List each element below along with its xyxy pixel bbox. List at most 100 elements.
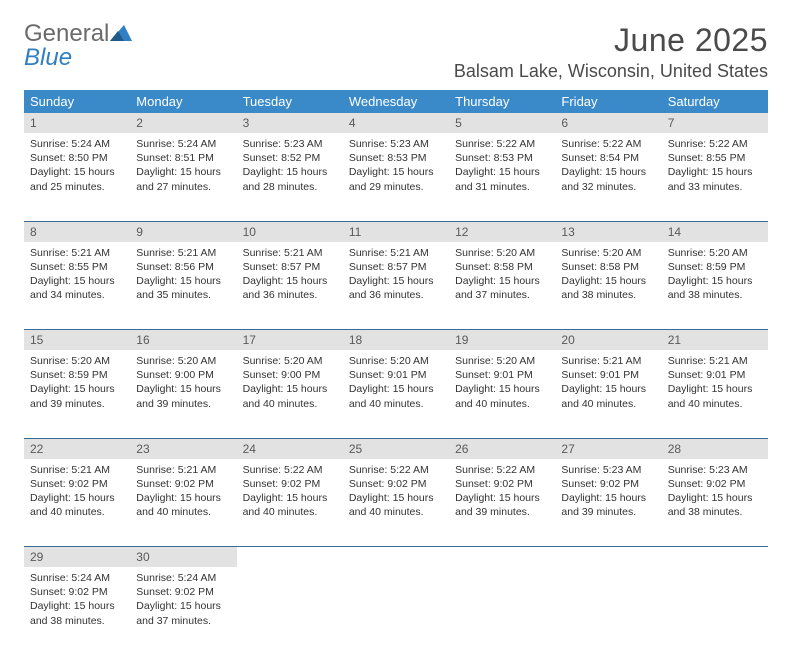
- day-info-cell: Sunrise: 5:22 AMSunset: 9:02 PMDaylight:…: [449, 459, 555, 547]
- day-number-cell: 7: [662, 113, 768, 133]
- day-info-cell: Sunrise: 5:24 AMSunset: 8:51 PMDaylight:…: [130, 133, 236, 221]
- sunset-text: Sunset: 8:59 PM: [668, 260, 762, 274]
- weekday-header: Friday: [555, 90, 661, 113]
- day-number-cell: 25: [343, 438, 449, 459]
- daylight-text: Daylight: 15 hours and 32 minutes.: [561, 165, 655, 193]
- title-block: June 2025 Balsam Lake, Wisconsin, United…: [454, 22, 768, 82]
- day-number-cell: 29: [24, 547, 130, 568]
- sunrise-text: Sunrise: 5:23 AM: [349, 137, 443, 151]
- weekday-header: Sunday: [24, 90, 130, 113]
- day-number-cell: 15: [24, 330, 130, 351]
- day-info-cell: Sunrise: 5:20 AMSunset: 9:00 PMDaylight:…: [130, 350, 236, 438]
- sunrise-text: Sunrise: 5:20 AM: [30, 354, 124, 368]
- day-info-cell: Sunrise: 5:20 AMSunset: 8:58 PMDaylight:…: [449, 242, 555, 330]
- day-info-cell: Sunrise: 5:21 AMSunset: 8:55 PMDaylight:…: [24, 242, 130, 330]
- sunrise-text: Sunrise: 5:24 AM: [30, 571, 124, 585]
- day-info-cell: Sunrise: 5:21 AMSunset: 9:01 PMDaylight:…: [662, 350, 768, 438]
- daylight-text: Daylight: 15 hours and 36 minutes.: [243, 274, 337, 302]
- day-number-cell: [343, 547, 449, 568]
- daylight-text: Daylight: 15 hours and 27 minutes.: [136, 165, 230, 193]
- daylight-text: Daylight: 15 hours and 40 minutes.: [455, 382, 549, 410]
- day-number-cell: 19: [449, 330, 555, 351]
- sunset-text: Sunset: 8:55 PM: [668, 151, 762, 165]
- daylight-text: Daylight: 15 hours and 40 minutes.: [561, 382, 655, 410]
- day-number-row: 22232425262728: [24, 438, 768, 459]
- sunrise-text: Sunrise: 5:20 AM: [349, 354, 443, 368]
- sunset-text: Sunset: 9:01 PM: [455, 368, 549, 382]
- sunset-text: Sunset: 9:02 PM: [561, 477, 655, 491]
- sunrise-text: Sunrise: 5:20 AM: [561, 246, 655, 260]
- day-number-cell: 1: [24, 113, 130, 133]
- sunrise-text: Sunrise: 5:20 AM: [243, 354, 337, 368]
- sunset-text: Sunset: 8:59 PM: [30, 368, 124, 382]
- day-number-cell: 18: [343, 330, 449, 351]
- brand-name-gray: General: [24, 20, 109, 47]
- day-info-cell: Sunrise: 5:20 AMSunset: 8:59 PMDaylight:…: [24, 350, 130, 438]
- day-info-cell: Sunrise: 5:20 AMSunset: 8:58 PMDaylight:…: [555, 242, 661, 330]
- day-info-cell: Sunrise: 5:21 AMSunset: 9:01 PMDaylight:…: [555, 350, 661, 438]
- sunset-text: Sunset: 8:53 PM: [349, 151, 443, 165]
- sunset-text: Sunset: 8:58 PM: [561, 260, 655, 274]
- sunset-text: Sunset: 8:52 PM: [243, 151, 337, 165]
- day-info-cell: Sunrise: 5:22 AMSunset: 8:54 PMDaylight:…: [555, 133, 661, 221]
- day-number-cell: 24: [237, 438, 343, 459]
- day-number-cell: 17: [237, 330, 343, 351]
- day-number-cell: 28: [662, 438, 768, 459]
- sunset-text: Sunset: 8:53 PM: [455, 151, 549, 165]
- sunset-text: Sunset: 9:02 PM: [349, 477, 443, 491]
- day-info-cell: Sunrise: 5:24 AMSunset: 8:50 PMDaylight:…: [24, 133, 130, 221]
- day-number-cell: 22: [24, 438, 130, 459]
- day-info-cell: [237, 567, 343, 655]
- daylight-text: Daylight: 15 hours and 40 minutes.: [243, 491, 337, 519]
- daylight-text: Daylight: 15 hours and 39 minutes.: [30, 382, 124, 410]
- sunrise-text: Sunrise: 5:24 AM: [30, 137, 124, 151]
- day-number-cell: 3: [237, 113, 343, 133]
- day-number-cell: 8: [24, 221, 130, 242]
- day-info-cell: Sunrise: 5:22 AMSunset: 8:55 PMDaylight:…: [662, 133, 768, 221]
- sunrise-text: Sunrise: 5:21 AM: [561, 354, 655, 368]
- day-number-cell: 13: [555, 221, 661, 242]
- sunrise-text: Sunrise: 5:20 AM: [136, 354, 230, 368]
- sunrise-text: Sunrise: 5:23 AM: [561, 463, 655, 477]
- weekday-header: Monday: [130, 90, 236, 113]
- day-number-row: 2930: [24, 547, 768, 568]
- sunrise-text: Sunrise: 5:24 AM: [136, 571, 230, 585]
- daylight-text: Daylight: 15 hours and 25 minutes.: [30, 165, 124, 193]
- daylight-text: Daylight: 15 hours and 40 minutes.: [243, 382, 337, 410]
- sunset-text: Sunset: 8:54 PM: [561, 151, 655, 165]
- sunset-text: Sunset: 9:02 PM: [136, 477, 230, 491]
- day-number-cell: [662, 547, 768, 568]
- day-number-cell: 5: [449, 113, 555, 133]
- sunrise-text: Sunrise: 5:22 AM: [455, 463, 549, 477]
- sunset-text: Sunset: 8:55 PM: [30, 260, 124, 274]
- day-info-row: Sunrise: 5:21 AMSunset: 9:02 PMDaylight:…: [24, 459, 768, 547]
- day-number-cell: 2: [130, 113, 236, 133]
- day-info-cell: [555, 567, 661, 655]
- daylight-text: Daylight: 15 hours and 40 minutes.: [136, 491, 230, 519]
- day-info-row: Sunrise: 5:24 AMSunset: 8:50 PMDaylight:…: [24, 133, 768, 221]
- sunrise-text: Sunrise: 5:23 AM: [668, 463, 762, 477]
- sunset-text: Sunset: 8:57 PM: [243, 260, 337, 274]
- daylight-text: Daylight: 15 hours and 40 minutes.: [668, 382, 762, 410]
- daylight-text: Daylight: 15 hours and 38 minutes.: [668, 274, 762, 302]
- day-number-cell: 11: [343, 221, 449, 242]
- daylight-text: Daylight: 15 hours and 40 minutes.: [349, 491, 443, 519]
- daylight-text: Daylight: 15 hours and 33 minutes.: [668, 165, 762, 193]
- day-number-cell: 23: [130, 438, 236, 459]
- day-number-cell: 26: [449, 438, 555, 459]
- daylight-text: Daylight: 15 hours and 28 minutes.: [243, 165, 337, 193]
- day-info-row: Sunrise: 5:21 AMSunset: 8:55 PMDaylight:…: [24, 242, 768, 330]
- sunset-text: Sunset: 9:00 PM: [136, 368, 230, 382]
- day-number-cell: 14: [662, 221, 768, 242]
- day-info-cell: Sunrise: 5:21 AMSunset: 8:57 PMDaylight:…: [343, 242, 449, 330]
- day-number-cell: [555, 547, 661, 568]
- daylight-text: Daylight: 15 hours and 39 minutes.: [455, 491, 549, 519]
- sunrise-text: Sunrise: 5:22 AM: [455, 137, 549, 151]
- sunrise-text: Sunrise: 5:21 AM: [136, 463, 230, 477]
- sunrise-text: Sunrise: 5:22 AM: [243, 463, 337, 477]
- day-info-cell: Sunrise: 5:24 AMSunset: 9:02 PMDaylight:…: [24, 567, 130, 655]
- day-info-cell: Sunrise: 5:20 AMSunset: 9:01 PMDaylight:…: [449, 350, 555, 438]
- day-number-cell: 4: [343, 113, 449, 133]
- weekday-header: Wednesday: [343, 90, 449, 113]
- sunrise-text: Sunrise: 5:20 AM: [668, 246, 762, 260]
